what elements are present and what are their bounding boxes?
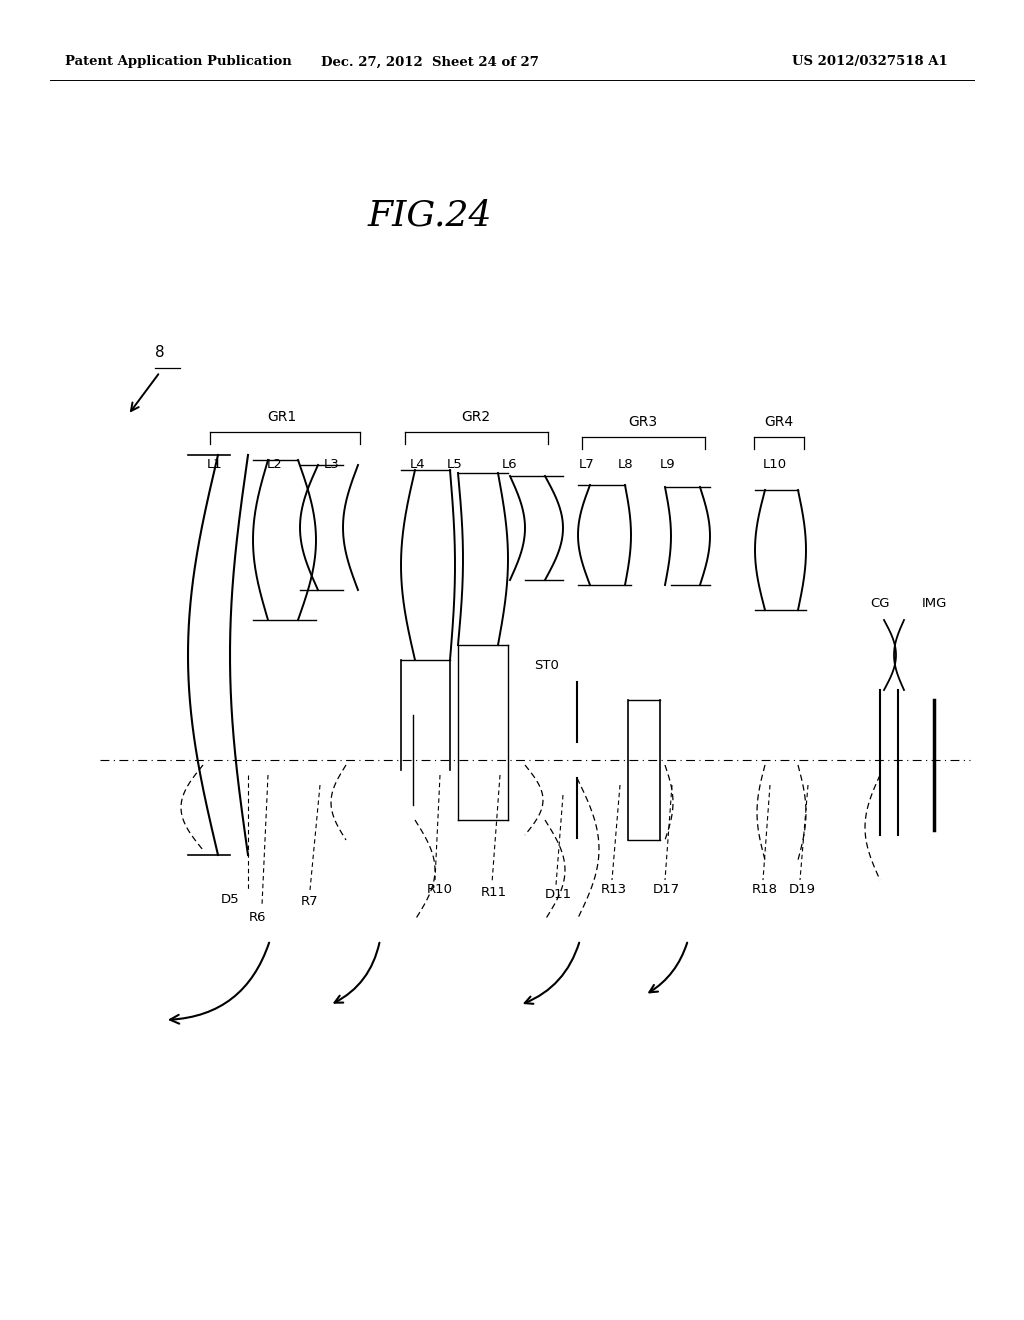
- Text: L3: L3: [325, 458, 340, 471]
- Text: L9: L9: [660, 458, 676, 471]
- Text: D5: D5: [221, 894, 240, 906]
- Text: L7: L7: [580, 458, 595, 471]
- Text: R6: R6: [249, 911, 266, 924]
- Text: GR2: GR2: [462, 411, 490, 424]
- Text: GR4: GR4: [765, 414, 794, 429]
- Text: CG: CG: [870, 597, 890, 610]
- Text: L4: L4: [411, 458, 426, 471]
- Text: IMG: IMG: [922, 597, 946, 610]
- Text: D17: D17: [652, 883, 680, 896]
- Text: R13: R13: [601, 883, 627, 896]
- Text: R18: R18: [752, 883, 778, 896]
- Text: US 2012/0327518 A1: US 2012/0327518 A1: [793, 55, 948, 69]
- Text: R7: R7: [301, 895, 318, 908]
- Text: L6: L6: [502, 458, 518, 471]
- Text: R11: R11: [481, 886, 507, 899]
- Text: L1: L1: [207, 458, 223, 471]
- Text: ST0: ST0: [535, 659, 559, 672]
- Text: L5: L5: [447, 458, 463, 471]
- Text: 8: 8: [155, 345, 165, 360]
- Text: Dec. 27, 2012  Sheet 24 of 27: Dec. 27, 2012 Sheet 24 of 27: [322, 55, 539, 69]
- Text: L8: L8: [618, 458, 634, 471]
- Text: GR1: GR1: [267, 411, 297, 424]
- Text: Patent Application Publication: Patent Application Publication: [65, 55, 292, 69]
- Text: L10: L10: [763, 458, 787, 471]
- Text: L2: L2: [267, 458, 283, 471]
- Text: D19: D19: [788, 883, 815, 896]
- Text: GR3: GR3: [629, 414, 657, 429]
- Text: D11: D11: [545, 888, 571, 902]
- Text: FIG.24: FIG.24: [368, 198, 493, 232]
- Text: R10: R10: [427, 883, 453, 896]
